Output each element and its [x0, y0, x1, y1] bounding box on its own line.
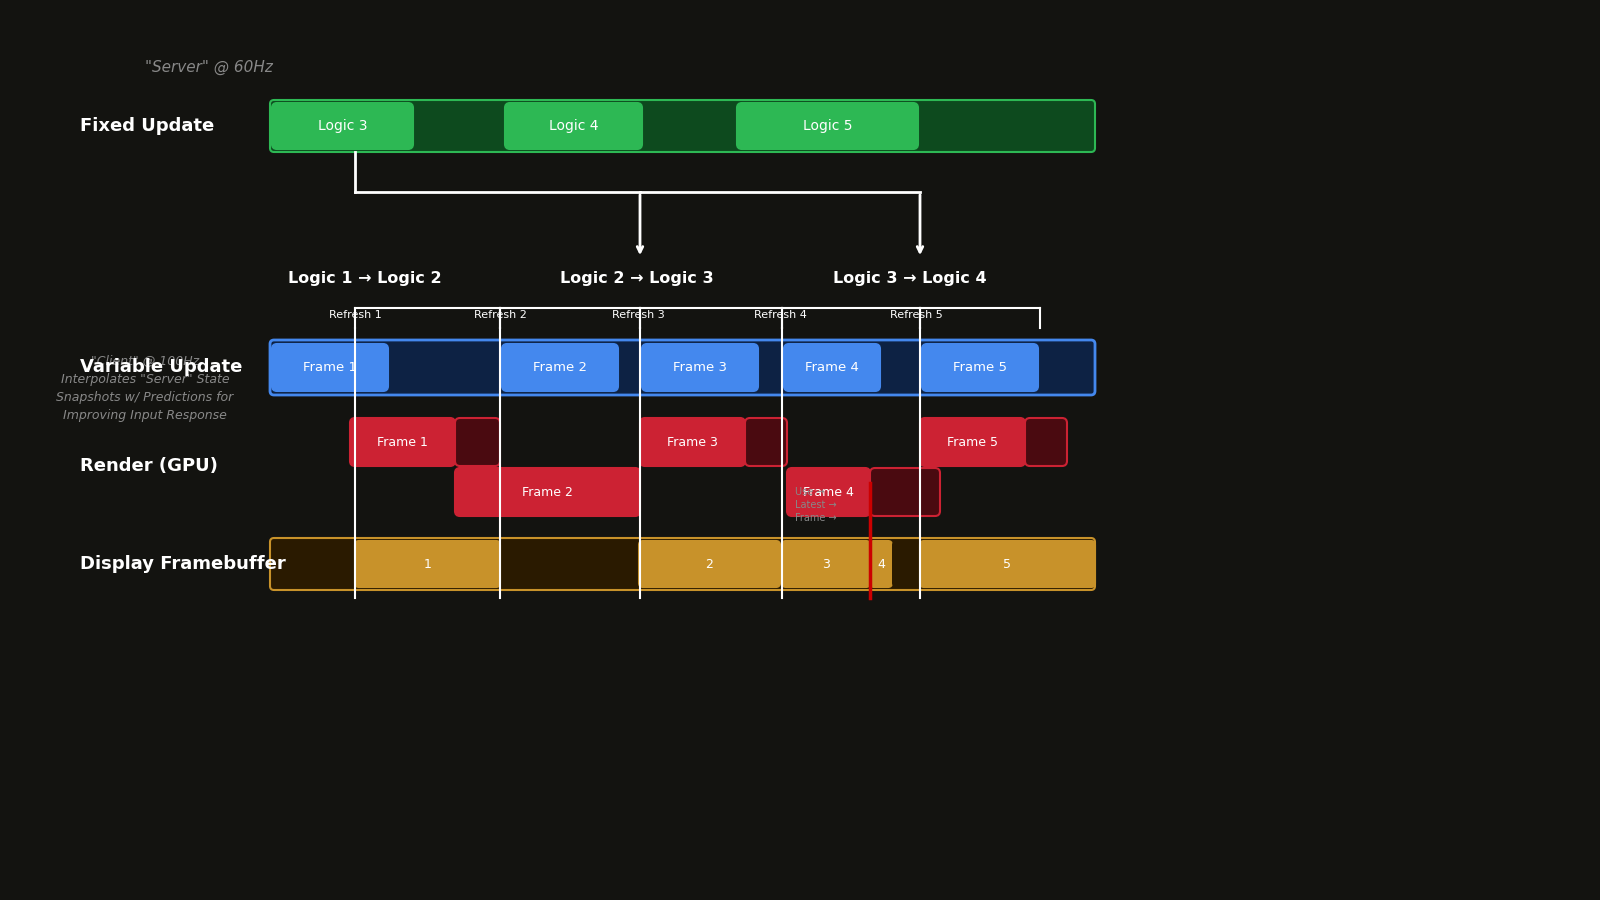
Text: 1: 1 [424, 557, 432, 571]
Text: Frame 4: Frame 4 [803, 485, 854, 499]
Text: Fixed Update: Fixed Update [80, 117, 214, 135]
Text: Logic 4: Logic 4 [549, 119, 598, 133]
Text: 2: 2 [706, 557, 714, 571]
FancyBboxPatch shape [642, 344, 758, 391]
FancyBboxPatch shape [784, 344, 880, 391]
Text: Render (GPU): Render (GPU) [80, 457, 218, 475]
Text: Refresh 1: Refresh 1 [328, 310, 381, 320]
Text: Frame 1: Frame 1 [302, 361, 357, 374]
FancyBboxPatch shape [454, 418, 499, 466]
FancyBboxPatch shape [922, 344, 1038, 391]
Text: Frame 2: Frame 2 [533, 361, 587, 374]
FancyBboxPatch shape [270, 538, 1094, 590]
Text: Refresh 2: Refresh 2 [474, 310, 526, 320]
Text: Variable Update: Variable Update [80, 358, 242, 376]
FancyBboxPatch shape [782, 541, 870, 587]
FancyBboxPatch shape [920, 418, 1026, 466]
FancyBboxPatch shape [870, 468, 941, 516]
FancyBboxPatch shape [350, 418, 454, 466]
FancyBboxPatch shape [746, 418, 787, 466]
FancyBboxPatch shape [638, 541, 781, 587]
Text: 5: 5 [1003, 557, 1011, 571]
FancyBboxPatch shape [640, 418, 746, 466]
FancyBboxPatch shape [506, 103, 642, 149]
Text: Logic 3: Logic 3 [318, 119, 368, 133]
FancyBboxPatch shape [270, 100, 1094, 152]
Text: 3: 3 [822, 557, 830, 571]
Text: Refresh 3: Refresh 3 [611, 310, 664, 320]
Text: Frame 5: Frame 5 [954, 361, 1006, 374]
Text: Frame 3: Frame 3 [674, 361, 726, 374]
Text: Frame 1: Frame 1 [378, 436, 427, 448]
FancyBboxPatch shape [787, 468, 870, 516]
FancyBboxPatch shape [738, 103, 918, 149]
FancyBboxPatch shape [270, 340, 1094, 395]
FancyBboxPatch shape [1026, 418, 1067, 466]
Text: Refresh 4: Refresh 4 [754, 310, 806, 320]
Text: Display Framebuffer: Display Framebuffer [80, 555, 286, 573]
FancyBboxPatch shape [454, 468, 640, 516]
Text: Frame 3: Frame 3 [667, 436, 718, 448]
Text: Logic 2 → Logic 3: Logic 2 → Logic 3 [560, 271, 714, 285]
Text: Logic 5: Logic 5 [803, 119, 853, 133]
FancyBboxPatch shape [355, 541, 499, 587]
Text: Use →
Latest →
Frame →: Use → Latest → Frame → [795, 487, 837, 523]
Text: Frame 4: Frame 4 [805, 361, 859, 374]
FancyBboxPatch shape [272, 344, 387, 391]
FancyBboxPatch shape [920, 541, 1094, 587]
Text: Refresh 5: Refresh 5 [890, 310, 942, 320]
Text: Logic 1 → Logic 2: Logic 1 → Logic 2 [288, 271, 442, 285]
FancyBboxPatch shape [502, 344, 618, 391]
FancyBboxPatch shape [893, 541, 920, 587]
Text: Frame 2: Frame 2 [522, 485, 573, 499]
FancyBboxPatch shape [502, 541, 638, 587]
FancyBboxPatch shape [272, 103, 413, 149]
FancyBboxPatch shape [870, 541, 893, 587]
Text: "Server" @ 60Hz: "Server" @ 60Hz [146, 59, 274, 75]
Text: 4: 4 [877, 557, 885, 571]
Text: Logic 3 → Logic 4: Logic 3 → Logic 4 [834, 271, 987, 285]
Text: "Client" @ 100Hz
Interpolates "Server" State
Snapshots w/ Predictions for
Improv: "Client" @ 100Hz Interpolates "Server" S… [56, 355, 234, 421]
Text: Frame 5: Frame 5 [947, 436, 998, 448]
